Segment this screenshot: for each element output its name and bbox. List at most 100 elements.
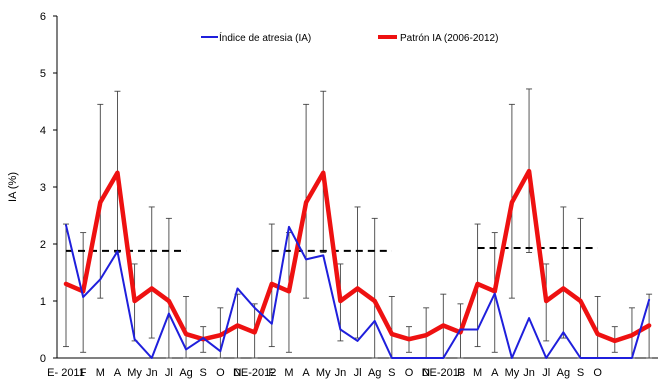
patron-point: [288, 290, 290, 293]
atresia-point: [339, 328, 342, 331]
y-tick-label: 5: [40, 68, 46, 80]
legend-label-atresia: Índice de atresia (IA): [219, 31, 311, 44]
x-tick-label: A: [491, 367, 499, 379]
x-tick-label: DE-2012: [233, 367, 276, 379]
patron-point: [322, 171, 325, 174]
patron-point: [545, 300, 547, 302]
x-tick-label: E- 2011: [47, 367, 85, 379]
x-tick-label: Jl: [165, 367, 173, 379]
patron-point: [648, 324, 650, 327]
legend-label-patron: Patrón IA (2006-2012): [400, 33, 498, 44]
atresia-point: [476, 328, 479, 331]
atresia-point: [288, 226, 290, 228]
patron-point: [253, 331, 256, 334]
x-tick-label: A: [302, 367, 310, 379]
patron-point: [373, 300, 376, 302]
x-tick-label: N: [422, 367, 430, 379]
series-lines: [63, 168, 652, 359]
error-bars: [63, 88, 653, 359]
patron-point: [442, 324, 445, 327]
x-tick-label: M: [473, 367, 482, 379]
patron-point: [219, 334, 222, 337]
patron-point: [339, 300, 342, 302]
atresia-point: [614, 357, 616, 359]
atresia-point: [322, 254, 325, 257]
plot-area: [63, 88, 653, 359]
atresia-point: [391, 357, 393, 359]
atresia-point: [305, 258, 307, 261]
atresia-point: [579, 357, 582, 359]
x-tick-label: M: [96, 367, 105, 379]
x-tick-label: O: [216, 367, 225, 379]
x-tick-label: F: [80, 367, 87, 379]
x-tick-label: A: [114, 367, 122, 379]
patron-point: [168, 300, 170, 302]
atresia-point: [185, 348, 187, 351]
patron-point: [511, 201, 513, 204]
x-tick-label: Jn: [523, 367, 535, 379]
atresia-point: [82, 296, 84, 298]
patron-point: [596, 333, 599, 335]
patron-point: [476, 283, 479, 285]
y-tick-label: 6: [40, 11, 46, 23]
y-tick-label: 3: [40, 182, 46, 194]
x-tick-label: Ag: [179, 367, 192, 379]
x-tick-label: N: [234, 367, 242, 379]
atresia-point: [648, 299, 650, 301]
atresia-point: [99, 278, 102, 281]
x-tick-label: Jl: [542, 367, 550, 379]
y-tick-label: 1: [40, 296, 46, 308]
patron-point: [425, 334, 427, 337]
atresia-point: [528, 317, 530, 319]
x-tick-label: Ag: [557, 367, 570, 379]
atresia-point: [150, 357, 153, 359]
patron-point: [65, 283, 67, 285]
patron-point: [631, 334, 633, 337]
patron-point: [150, 287, 153, 290]
atresia-point: [253, 307, 256, 309]
patron-point: [305, 201, 307, 204]
patron-point: [99, 201, 102, 204]
patron-point: [408, 338, 410, 340]
atresia-point: [596, 357, 599, 359]
x-tick-label: S: [388, 367, 395, 379]
patron-point: [391, 333, 393, 335]
atresia-point: [133, 338, 136, 340]
patron-point: [133, 300, 136, 302]
atresia-point: [373, 320, 376, 322]
patron-point: [493, 290, 496, 293]
atresia-point: [408, 357, 410, 359]
x-tick-label: My: [505, 367, 520, 379]
patron-point: [356, 287, 359, 290]
legend: Índice de atresia (IA) Patrón IA (2006-2…: [201, 31, 498, 44]
atresia-point: [65, 224, 67, 226]
patron-point: [271, 283, 273, 285]
x-tick-label: My: [127, 367, 142, 379]
patron-point: [614, 340, 616, 342]
x-tick-label: DE-2013: [422, 367, 465, 379]
y-tick-label: 4: [40, 125, 46, 137]
patron-point: [528, 170, 530, 172]
atresia-point: [425, 357, 427, 359]
atresia-point: [562, 331, 565, 334]
patron-point: [116, 171, 119, 174]
x-tick-label: S: [577, 367, 584, 379]
y-tick-label: 0: [40, 353, 46, 365]
atresia-point: [493, 292, 496, 295]
x-tick-label: M: [284, 367, 293, 379]
x-tick-label: Jn: [146, 367, 158, 379]
atresia-point: [511, 357, 513, 359]
x-tick-label: O: [593, 367, 602, 379]
atresia-point: [271, 323, 273, 325]
x-tick-label: Jn: [335, 367, 347, 379]
atresia-point: [545, 357, 547, 359]
atresia-point: [442, 357, 445, 359]
x-tick-label: F: [457, 367, 464, 379]
patron-point: [185, 333, 187, 335]
patron-point: [562, 287, 565, 290]
x-tick-label: Jl: [354, 367, 362, 379]
patron-point: [236, 324, 239, 327]
x-tick-label: My: [316, 367, 331, 379]
patron-point: [579, 300, 582, 302]
